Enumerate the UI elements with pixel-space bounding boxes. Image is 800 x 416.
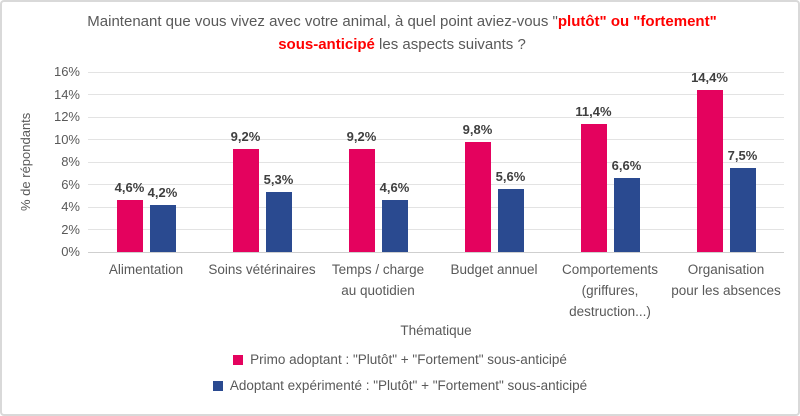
bar-value-label: 9,2% xyxy=(230,128,261,144)
legend-swatch-experimente xyxy=(212,381,223,391)
y-tick-label: 2% xyxy=(61,221,80,237)
gridline xyxy=(88,139,784,140)
gridline xyxy=(88,206,784,208)
y-tick-label: 12% xyxy=(53,109,80,124)
bar-value-label: 9,2% xyxy=(346,128,377,144)
legend-swatch-primo xyxy=(233,355,244,365)
y-axis-title: % de répondants xyxy=(18,112,33,212)
y-tick-label: 0% xyxy=(61,244,80,259)
gridline xyxy=(88,94,784,95)
chart-title: Maintenant que vous vivez avec votre ani… xyxy=(82,10,722,56)
bar-experimente-0[interactable] xyxy=(149,204,176,252)
bar-primo-1[interactable] xyxy=(232,148,259,252)
bar-experimente-1[interactable] xyxy=(265,192,292,252)
bar-value-label: 4,6% xyxy=(379,180,410,196)
bar-value-label: 7,5% xyxy=(727,147,758,163)
category-label-1: Soins vétérinaires xyxy=(208,262,316,277)
bar-value-label: 6,6% xyxy=(611,157,642,173)
y-tick-label: 4% xyxy=(61,199,80,214)
y-tick-label: 6% xyxy=(61,176,80,192)
bar-value-label: 11,4% xyxy=(575,103,612,119)
category-label-5: Organisation pour les absences xyxy=(671,262,781,298)
bar-primo-0[interactable] xyxy=(116,200,143,252)
legend-item-primo[interactable]: Primo adoptant : "Plutôt" + "Fortement" … xyxy=(233,351,567,369)
bar-primo-3[interactable] xyxy=(464,141,491,252)
category-label-3: Budget annuel xyxy=(450,262,538,277)
x-axis-line xyxy=(88,251,784,253)
gridline xyxy=(88,229,784,230)
bar-value-label: 4,2% xyxy=(147,184,178,200)
bar-value-label: 14,4% xyxy=(691,70,728,85)
y-tick-label: 10% xyxy=(53,131,80,147)
category-label-0: Alimentation xyxy=(108,262,184,277)
bar-primo-5[interactable] xyxy=(696,90,723,252)
legend: Primo adoptant : "Plutôt" + "Fortement" … xyxy=(2,351,798,395)
legend-label-primo: Primo adoptant : "Plutôt" + "Fortement" … xyxy=(250,352,567,367)
gridline xyxy=(88,71,784,73)
bar-value-label: 5,3% xyxy=(263,172,294,188)
chart-title-segment-0: Maintenant que vous vivez avec votre ani… xyxy=(87,13,558,30)
bar-value-label: 5,6% xyxy=(495,169,526,184)
gridline xyxy=(88,184,784,185)
category-label-2: Temps / charge au quotidien xyxy=(331,262,425,298)
bar-primo-4[interactable] xyxy=(580,123,607,252)
bar-value-label: 9,8% xyxy=(462,121,493,137)
legend-item-experimente[interactable]: Adoptant expérimenté : "Plutôt" + "Forte… xyxy=(212,377,588,395)
x-axis-title: Thématique xyxy=(400,323,472,338)
plot-area: 4,6% 4,2% 9,2% 5,3% 9,2% 4,6% 9,8% 5,6% 11,4% 6,6… xyxy=(88,70,784,253)
bar-experimente-4[interactable] xyxy=(613,177,640,252)
bar-experimente-5[interactable] xyxy=(729,167,756,252)
y-tick-label: 14% xyxy=(53,86,80,102)
bar-experimente-3[interactable] xyxy=(497,189,524,252)
chart-title-segment-2: les aspects suivants ? xyxy=(374,36,526,53)
gridline xyxy=(88,161,784,163)
chart-title-segment-1: plutôt" ou "fortement" sous-anticipé xyxy=(278,13,717,53)
bar-value-label: 4,6% xyxy=(114,180,145,196)
y-tick-label: 16% xyxy=(53,64,80,79)
y-tick-label: 8% xyxy=(61,154,80,169)
bar-experimente-2[interactable] xyxy=(381,200,408,252)
bar-primo-2[interactable] xyxy=(348,148,375,252)
gridline xyxy=(88,116,784,118)
legend-label-experimente: Adoptant expérimenté : "Plutôt" + "Forte… xyxy=(229,378,588,393)
category-label-4: Comportements (griffures, destruction...… xyxy=(561,262,659,319)
